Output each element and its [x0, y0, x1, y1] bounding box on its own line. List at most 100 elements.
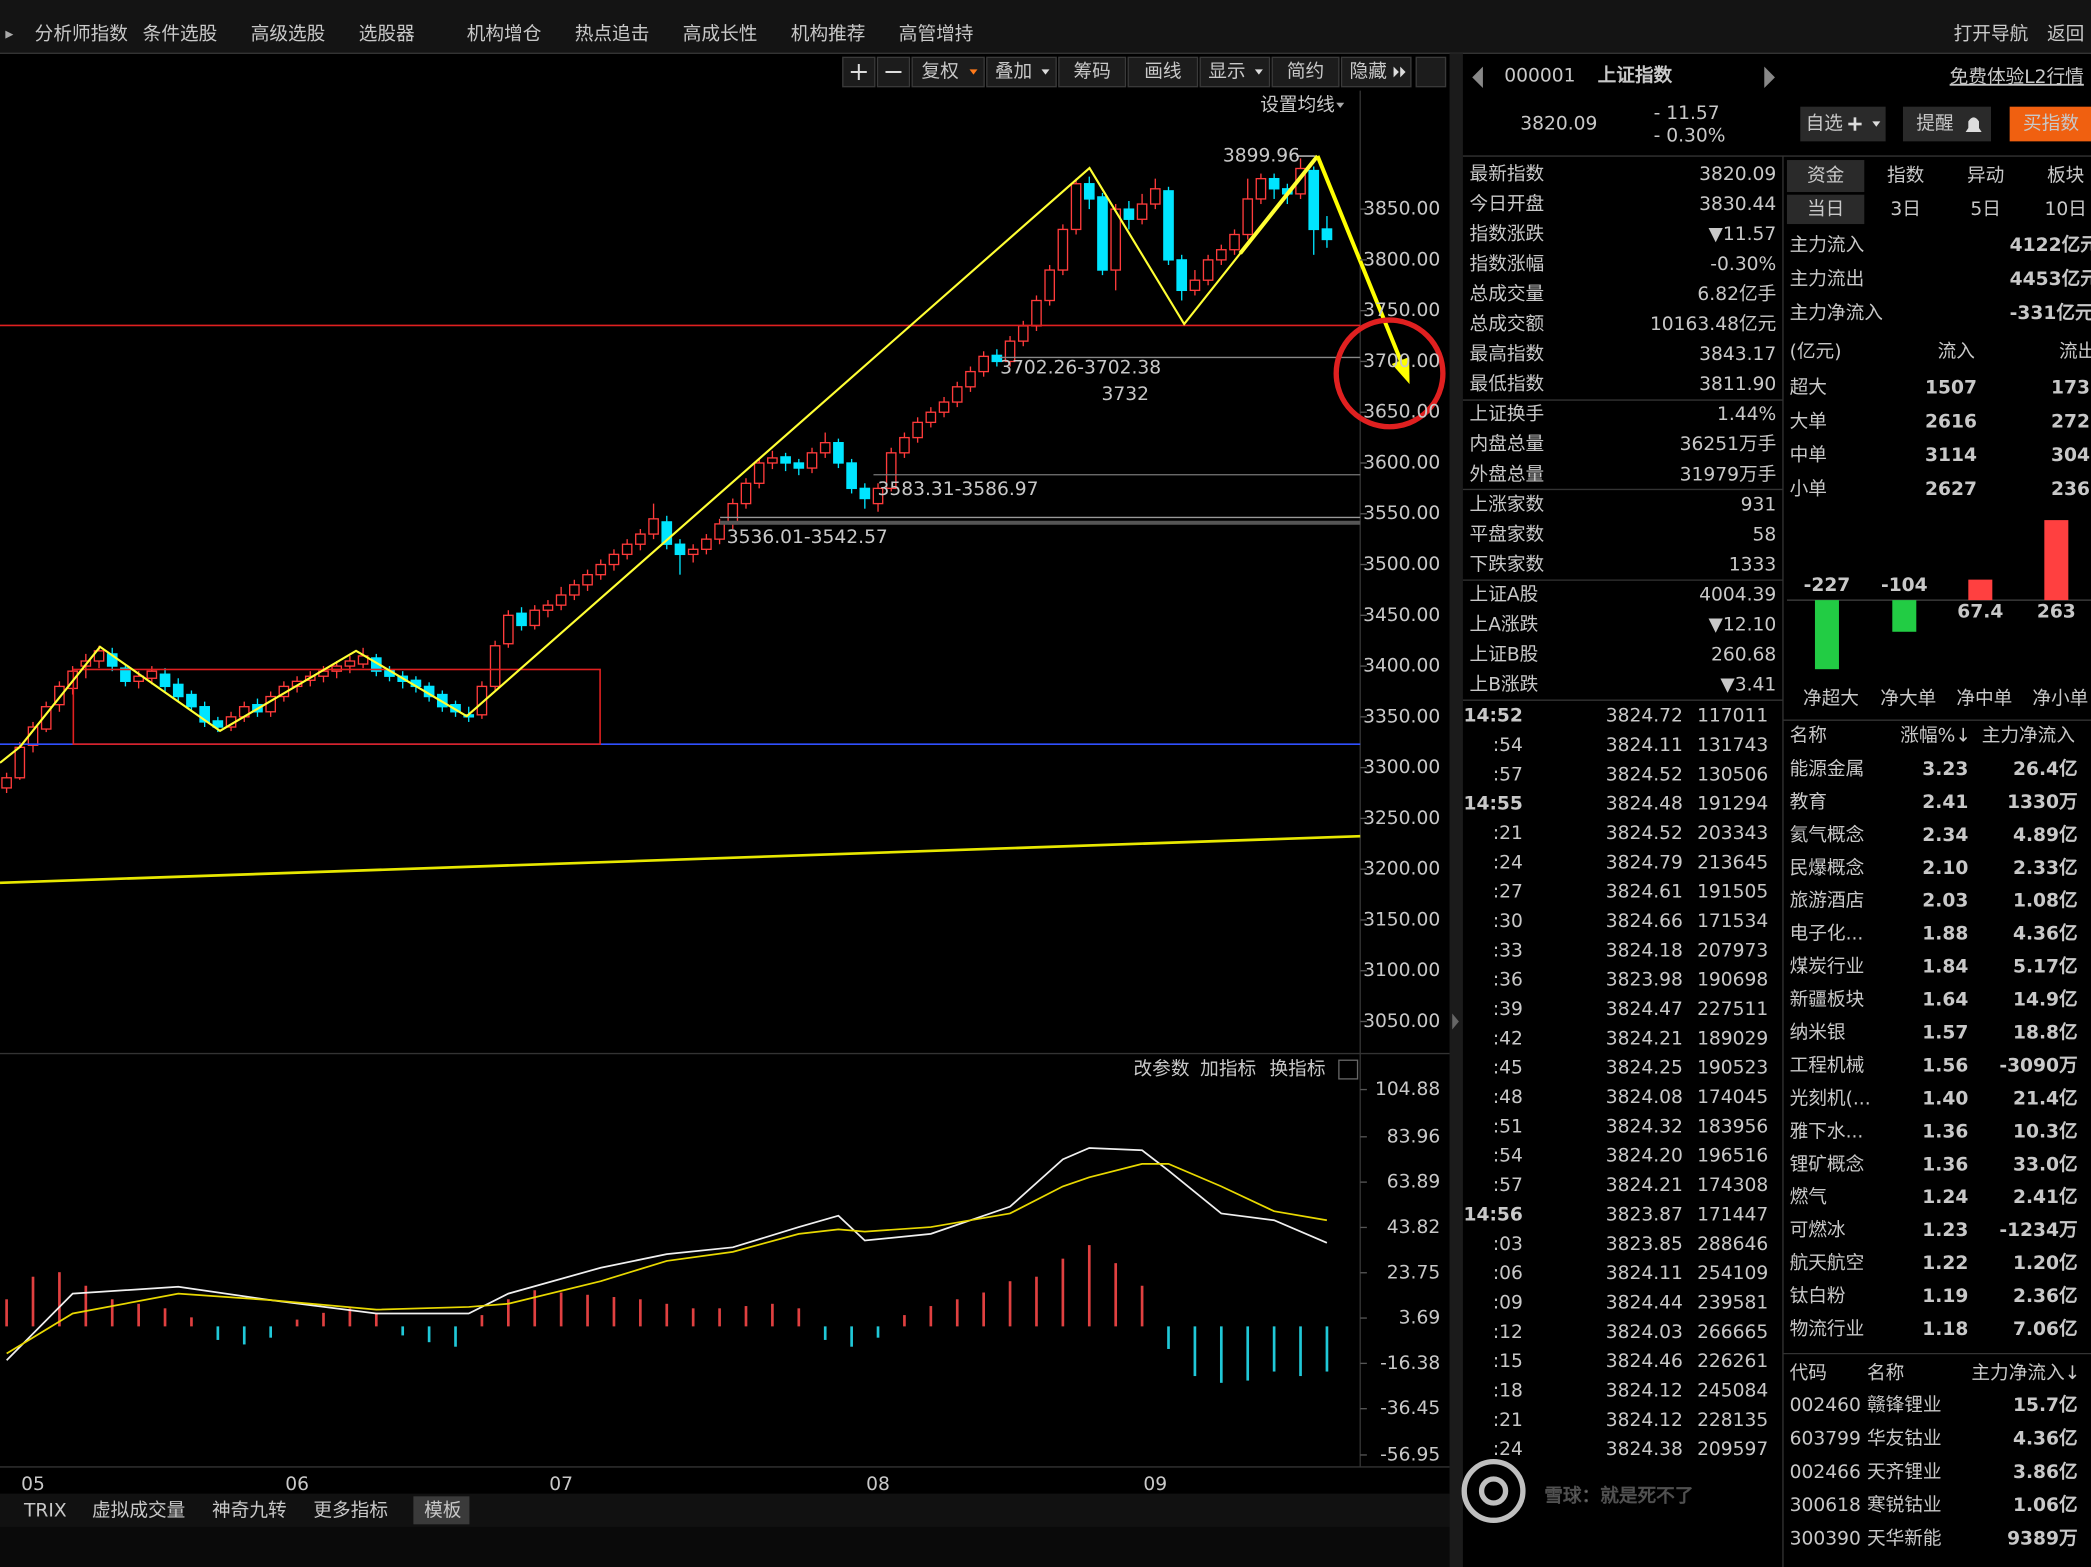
stock-code[interactable]: 002466 — [1790, 1462, 1861, 1483]
button-label[interactable]: 买指数 — [2023, 114, 2079, 135]
indicator-tab[interactable]: 模板 — [424, 1500, 462, 1521]
toolbar-label[interactable]: 显示 — [1208, 62, 1245, 83]
next-arrow[interactable] — [1764, 66, 1775, 89]
stock-name[interactable]: 天华新能 — [1867, 1528, 1942, 1549]
flow-period[interactable]: 10日 — [2044, 199, 2086, 220]
toolbar-button[interactable] — [1271, 56, 1340, 88]
stock-name[interactable]: 华友钴业 — [1867, 1428, 1942, 1449]
candle-body — [674, 543, 686, 556]
stock-name[interactable]: 天齐锂业 — [1867, 1462, 1942, 1483]
stock-name[interactable]: 赣锋锂业 — [1867, 1395, 1942, 1416]
flow-tab[interactable]: 指数 — [1887, 166, 1925, 187]
menu-item[interactable]: 高级选股 — [251, 24, 326, 45]
promo-link[interactable]: 免费体验L2行情 — [1950, 67, 2084, 88]
stock-code[interactable]: 300618 — [1790, 1495, 1861, 1516]
toolbar-label[interactable]: 叠加 — [995, 62, 1032, 83]
menu-item[interactable]: 机构增仓 — [467, 24, 542, 45]
button-label[interactable]: 提醒 — [1916, 114, 1953, 135]
tick-volume: 174045 — [1697, 1087, 1768, 1108]
bar — [1968, 579, 1993, 601]
sector-name[interactable]: 民爆概念 — [1790, 857, 1865, 879]
sector-name[interactable]: 锂矿概念 — [1790, 1153, 1865, 1175]
sector-name[interactable]: 航天航空 — [1790, 1253, 1865, 1274]
stat-label: 最高指数 — [1470, 344, 1545, 365]
flow-tab[interactable]: 异动 — [1967, 166, 2004, 187]
arrow-head — [1391, 357, 1410, 385]
flow-period[interactable]: 当日 — [1807, 199, 1844, 220]
macd-bar — [1114, 1263, 1118, 1327]
toolbar-button[interactable] — [876, 56, 911, 88]
sector-name[interactable]: 能源金属 — [1790, 759, 1865, 780]
stock-code[interactable]: 002460 — [1790, 1395, 1861, 1416]
prev-arrow[interactable] — [1472, 66, 1483, 89]
menu-item[interactable]: 热点追击 — [575, 24, 650, 45]
flow-period[interactable]: 3日 — [1890, 199, 1921, 220]
indicator-button[interactable]: 改参数 — [1134, 1059, 1190, 1080]
indicator-tab[interactable]: 神奇九转 — [212, 1500, 287, 1521]
macd-bar — [348, 1308, 352, 1327]
sector-name[interactable]: 雅下水... — [1790, 1121, 1864, 1142]
sector-name[interactable]: 煤炭行业 — [1790, 957, 1865, 978]
flow-period[interactable]: 5日 — [1970, 199, 2001, 220]
toolbar-label[interactable]: 筹码 — [1074, 62, 1111, 83]
sector-name[interactable]: 旅游酒店 — [1790, 891, 1865, 912]
tick-time: :36 — [1493, 970, 1523, 991]
indicator-tab[interactable]: TRIX — [23, 1500, 67, 1521]
toolbar-label[interactable]: 简约 — [1287, 62, 1324, 83]
menu-item[interactable]: 打开导航 — [1954, 24, 2029, 45]
bar-category: 净超大 — [1803, 688, 1859, 709]
y-tick-label: 3650.00 — [1363, 402, 1440, 423]
sector-name[interactable]: 新疆板块 — [1790, 990, 1865, 1011]
sector-name[interactable]: 工程机械 — [1790, 1055, 1865, 1076]
sector-name[interactable]: 钛白粉 — [1790, 1286, 1846, 1307]
menu-item[interactable]: 分析师指数 — [35, 24, 129, 45]
sector-name[interactable]: 可燃冰 — [1790, 1220, 1846, 1241]
menu-item[interactable]: 高管增持 — [899, 24, 974, 45]
toolbar-label[interactable]: 复权 — [921, 62, 959, 83]
toolbar-label[interactable]: 画线 — [1144, 62, 1181, 83]
indicator-button[interactable]: 加指标 — [1200, 1059, 1256, 1080]
indicator-tab[interactable]: 更多指标 — [313, 1500, 388, 1521]
stock-flow: 9389万 — [2007, 1528, 2078, 1549]
menu-item[interactable]: 机构推荐 — [791, 24, 866, 45]
stock-code[interactable]: 300390 — [1790, 1528, 1861, 1549]
flow-tab[interactable]: 资金 — [1807, 166, 1845, 187]
close-button[interactable] — [1338, 1059, 1359, 1080]
stock-name[interactable]: 寒锐钴业 — [1867, 1495, 1942, 1516]
menu-item[interactable]: 选股器 — [359, 24, 415, 45]
stat-value: 3811.90 — [1699, 374, 1776, 395]
macd-bar — [1061, 1258, 1065, 1327]
macd-line — [6, 1162, 1328, 1355]
macd-bar — [771, 1303, 774, 1327]
sector-name[interactable]: 氦气概念 — [1790, 824, 1865, 846]
sector-name[interactable]: 物流行业 — [1790, 1319, 1865, 1340]
button-label[interactable]: 自选 — [1806, 114, 1844, 135]
toolbar-button[interactable] — [1340, 56, 1412, 88]
menu-item[interactable]: 返回 — [2047, 24, 2084, 45]
flow-tab[interactable]: 板块 — [2047, 166, 2085, 187]
indicator-tab[interactable]: 虚拟成交量 — [92, 1500, 185, 1521]
tick-time: :12 — [1493, 1322, 1523, 1343]
candle-body — [1017, 325, 1029, 342]
sector-name[interactable]: 燃气 — [1790, 1187, 1827, 1208]
menu-item[interactable]: 高成长性 — [683, 24, 758, 45]
toolbar-button[interactable] — [1199, 56, 1271, 88]
sector-name[interactable]: 教育 — [1790, 792, 1827, 813]
flow-header: 流入 — [1938, 342, 1975, 363]
menu-bar — [0, 0, 2091, 54]
settings-label[interactable]: 设置均线 — [1260, 95, 1335, 116]
menu-item[interactable]: 条件选股 — [143, 24, 218, 45]
sector-name[interactable]: 电子化... — [1790, 924, 1864, 945]
candle-body — [14, 746, 26, 779]
toolbar-button[interactable] — [1058, 56, 1127, 88]
expand-button[interactable] — [1415, 56, 1447, 88]
toolbar-button[interactable] — [1127, 56, 1199, 88]
sector-name[interactable]: 纳米银 — [1790, 1023, 1846, 1044]
tick-volume: 191294 — [1697, 794, 1768, 815]
candle-body — [146, 670, 158, 679]
stock-code[interactable]: 603799 — [1790, 1428, 1861, 1449]
toolbar-label[interactable]: 隐藏 — [1350, 62, 1388, 83]
indicator-button[interactable]: 换指标 — [1270, 1059, 1326, 1080]
sector-name[interactable]: 光刻机(... — [1790, 1088, 1871, 1109]
